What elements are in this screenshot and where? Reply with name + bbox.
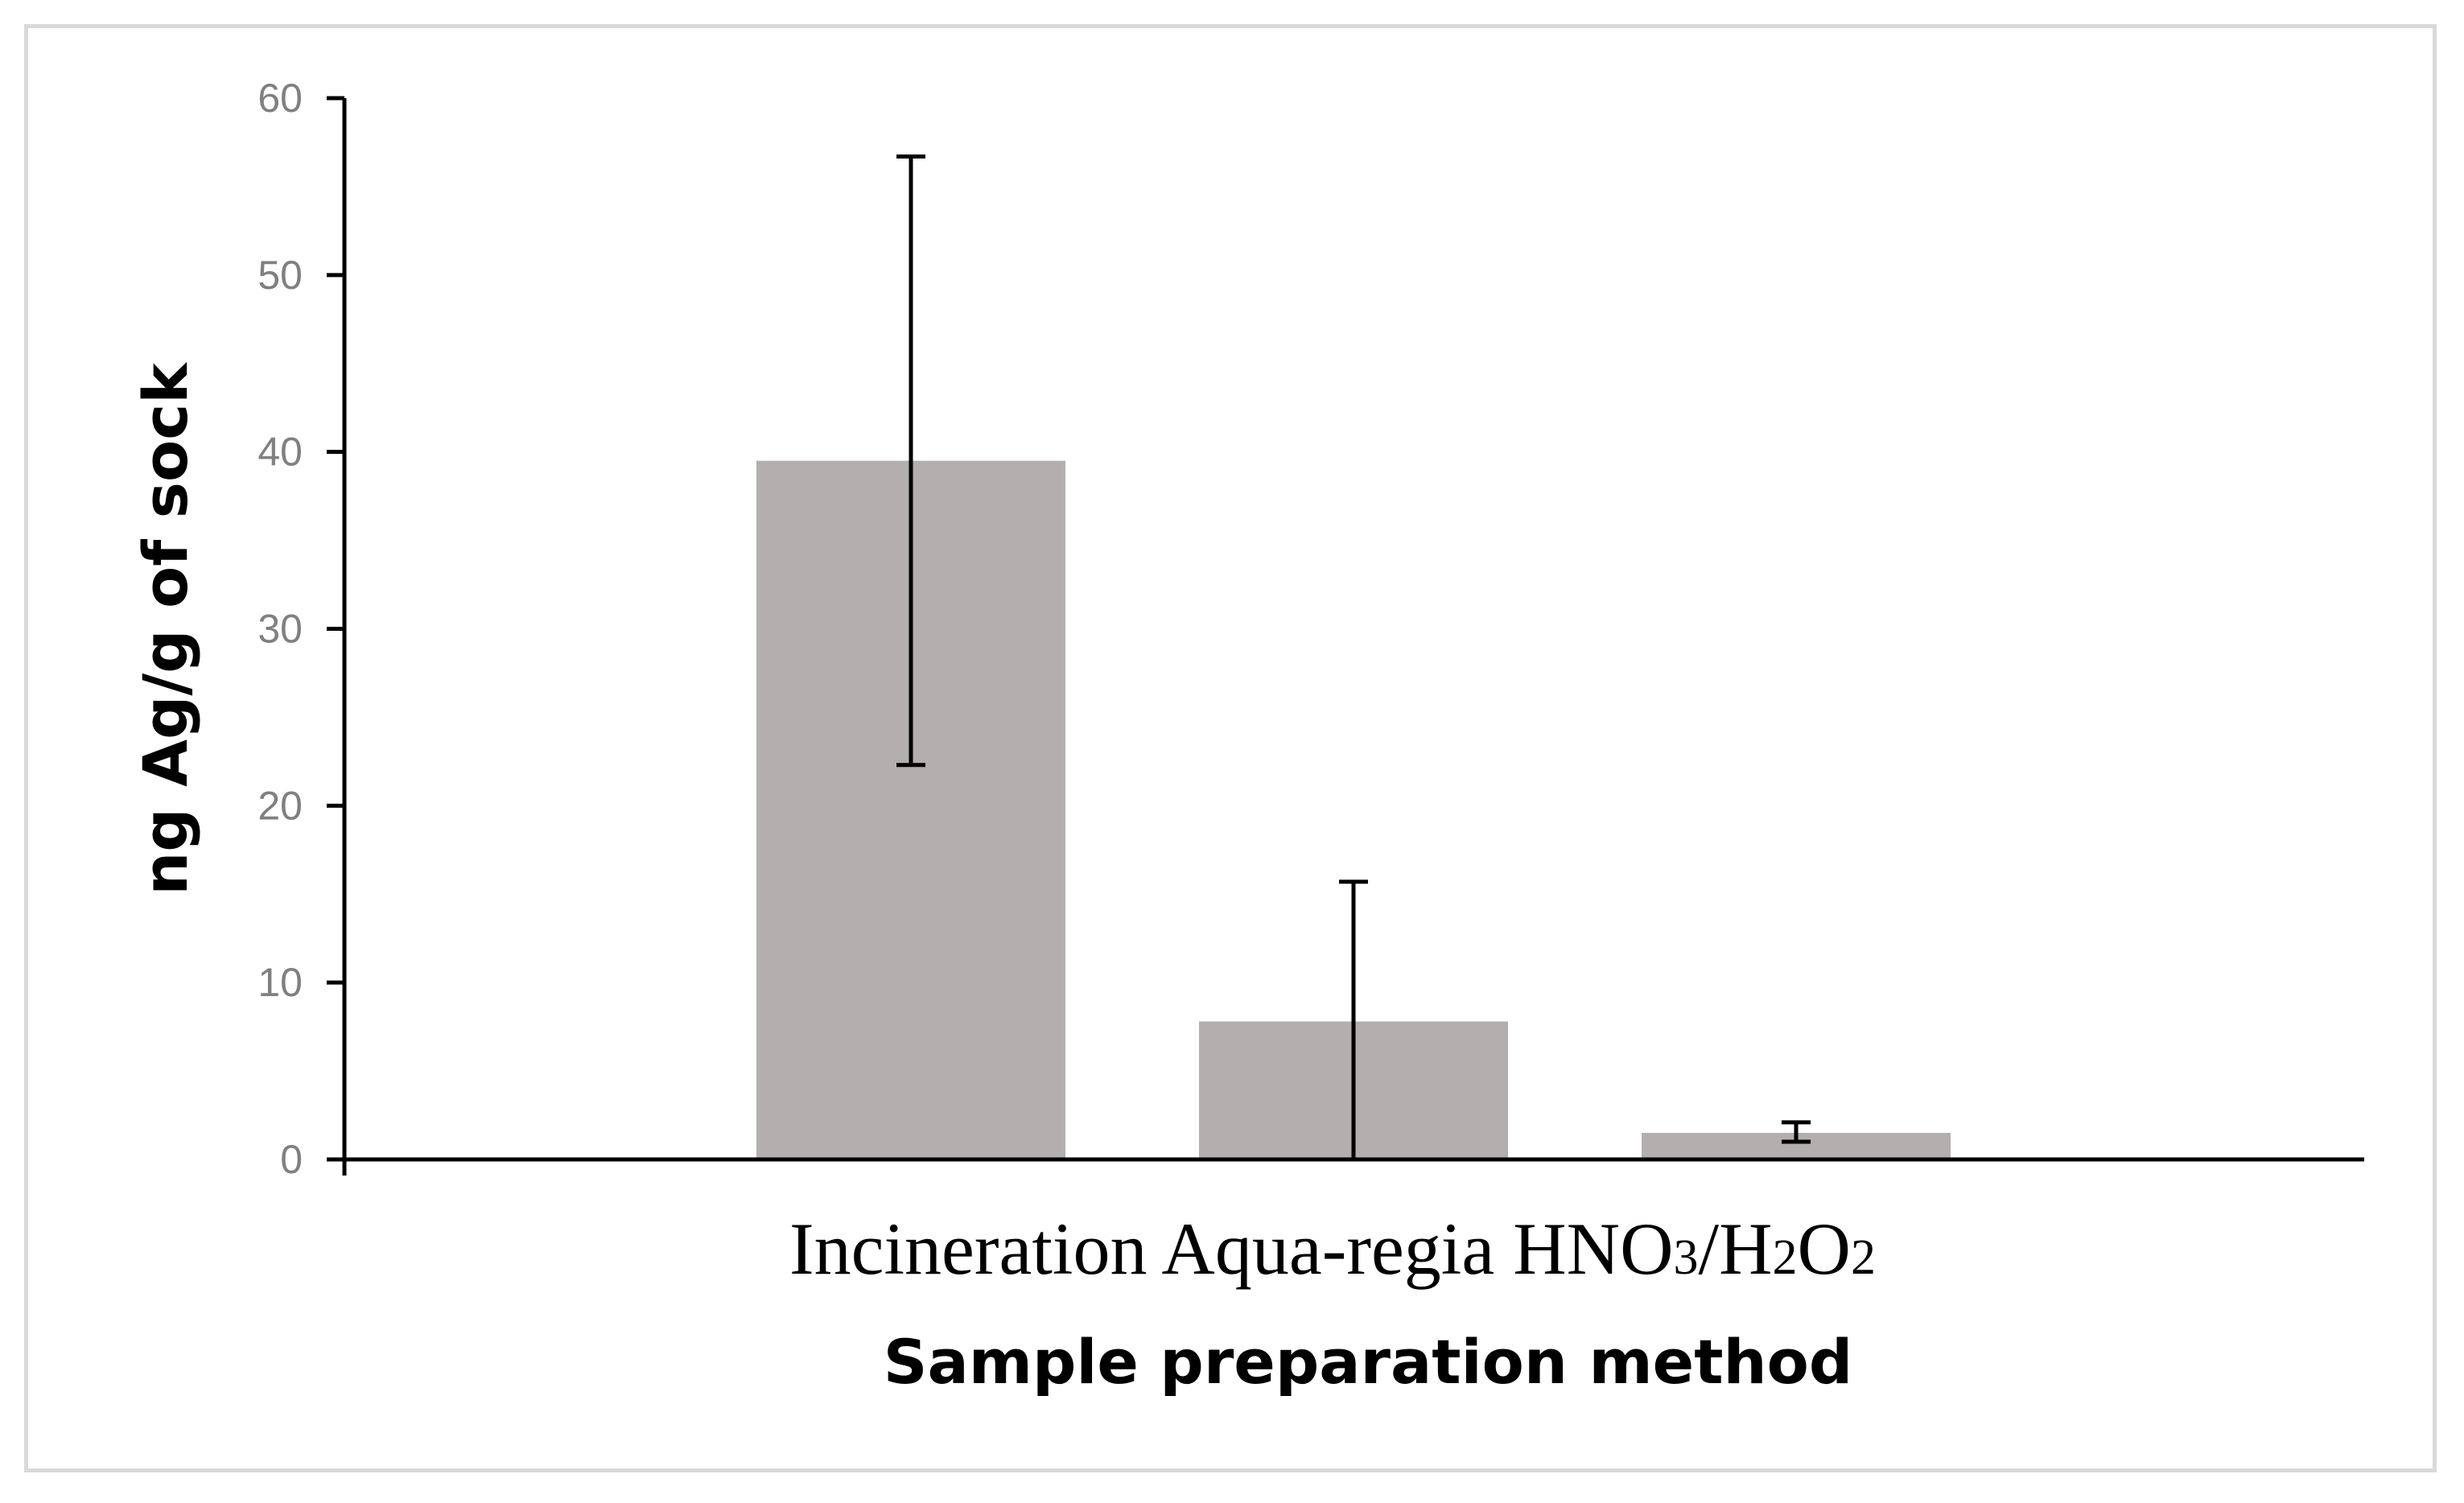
- y-tick-label: 20: [258, 783, 303, 828]
- y-axis-title: ng Ag/g of sock: [130, 362, 201, 896]
- y-tick-label: 50: [258, 253, 303, 298]
- x-category-labels: Incineration Aqua-regia HNO3/H2O2: [789, 1208, 1876, 1290]
- x-category-label-part: /H: [1699, 1208, 1773, 1290]
- error-bar-incineration: [896, 154, 925, 768]
- chart-frame: [24, 24, 2437, 1472]
- y-tick-label: 60: [258, 76, 303, 121]
- x-category-label-part: Aqua-regia: [1161, 1208, 1494, 1290]
- x-category-label-part: Incineration: [789, 1208, 1147, 1290]
- x-axis-title: Sample preparation method: [884, 1326, 1853, 1398]
- y-tick-labels: 0 10 20 30 40 50 60: [258, 76, 344, 1182]
- y-tick-label: 0: [280, 1137, 303, 1182]
- y-tick-label: 10: [258, 960, 303, 1005]
- y-tick-label: 30: [258, 607, 303, 652]
- error-bar-aqua-regia: [1339, 879, 1368, 1159]
- error-bars-layer: [896, 154, 1811, 1159]
- x-category-label-part: 2: [1773, 1230, 1798, 1285]
- x-category-label-part: 3: [1674, 1230, 1699, 1285]
- x-category-label-part: 2: [1851, 1230, 1876, 1285]
- x-category-label-part: O: [1798, 1208, 1851, 1290]
- y-tick-label: 40: [258, 430, 303, 475]
- x-category-label-part: HNO: [1513, 1208, 1673, 1290]
- axes-layer: [327, 98, 2364, 1176]
- error-bar-hno3-h2o2: [1782, 1120, 1811, 1144]
